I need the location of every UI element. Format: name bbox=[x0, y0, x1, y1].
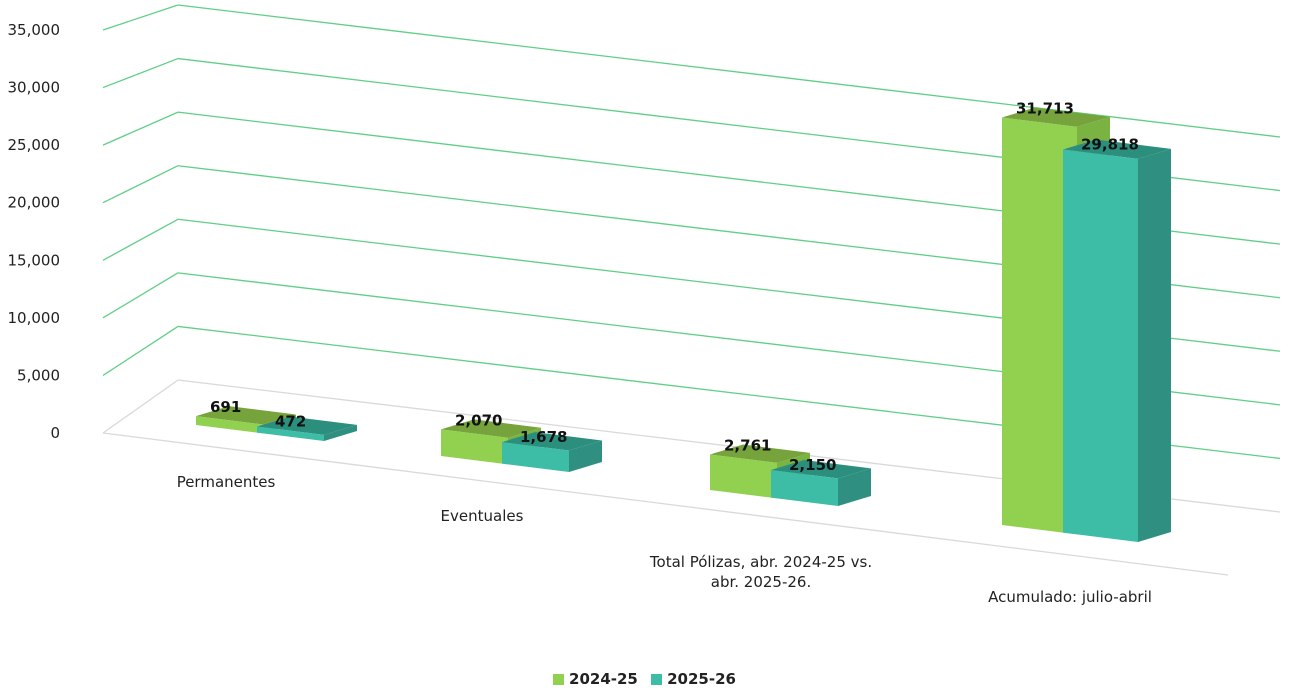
legend-swatch-2024-25 bbox=[553, 673, 565, 685]
bar-top-2025-26-1 bbox=[502, 432, 602, 451]
bar-top-2025-26-3 bbox=[1063, 139, 1171, 159]
gridline-depth-0 bbox=[102, 379, 179, 434]
gridline-depth-1 bbox=[102, 325, 179, 376]
bar-2024-25-3 bbox=[1002, 117, 1077, 535]
legend: 2024-25 2025-26 bbox=[0, 670, 1289, 689]
category-label: Eventuales bbox=[441, 507, 524, 525]
bar-top-2024-25-2 bbox=[710, 444, 810, 463]
bar-top-2025-26-0 bbox=[257, 416, 357, 435]
data-label: 2,150 bbox=[789, 456, 836, 474]
y-tick-label: 10,000 bbox=[8, 309, 61, 327]
category-label: Total Pólizas, abr. 2024-25 vs. bbox=[649, 553, 872, 571]
bar-side-2025-26-3 bbox=[1138, 148, 1171, 543]
gridline-7 bbox=[177, 4, 1281, 138]
data-label: 29,818 bbox=[1081, 135, 1139, 153]
gridline-depth-4 bbox=[102, 165, 179, 204]
y-tick-label: 5,000 bbox=[17, 366, 60, 384]
data-label: 2,761 bbox=[724, 437, 771, 455]
bar-top-2024-25-3 bbox=[1002, 107, 1110, 127]
y-tick-label: 35,000 bbox=[8, 21, 61, 39]
y-tick-label: 30,000 bbox=[8, 79, 61, 97]
legend-label-2024-25: 2024-25 bbox=[569, 670, 638, 688]
y-tick-label: 15,000 bbox=[8, 251, 61, 269]
legend-swatch-2025-26 bbox=[651, 673, 663, 685]
legend-item-2025-26: 2025-26 bbox=[651, 670, 736, 688]
bar-2025-26-3 bbox=[1063, 149, 1138, 543]
bar-2025-26-2 bbox=[771, 469, 838, 506]
bar-2025-26-1 bbox=[502, 442, 569, 472]
bar-2024-25-2 bbox=[710, 454, 777, 499]
category-label: Permanentes bbox=[177, 473, 276, 491]
y-tick-label: 20,000 bbox=[8, 194, 61, 212]
bar-2025-26-0 bbox=[257, 426, 324, 441]
y-tick-label: 25,000 bbox=[8, 136, 61, 154]
legend-label-2025-26: 2025-26 bbox=[667, 670, 736, 688]
bar-side-2025-26-0 bbox=[324, 424, 357, 441]
bar-2024-25-1 bbox=[441, 429, 508, 465]
legend-item-2024-25: 2024-25 bbox=[553, 670, 638, 688]
category-label: Acumulado: julio-abril bbox=[988, 588, 1152, 606]
floor-front-line bbox=[102, 432, 1229, 576]
data-label: 472 bbox=[275, 413, 306, 431]
bar-top-2025-26-2 bbox=[771, 459, 871, 479]
data-label: 31,713 bbox=[1016, 99, 1074, 117]
data-label: 691 bbox=[210, 398, 241, 416]
y-tick-label: 0 bbox=[50, 424, 60, 442]
gridline-depth-6 bbox=[102, 57, 179, 89]
bar-2024-25-0 bbox=[196, 416, 263, 434]
gridline-depth-3 bbox=[102, 218, 179, 261]
bar-top-2024-25-0 bbox=[196, 406, 296, 425]
gridline-depth-5 bbox=[102, 111, 179, 146]
bar-side-2025-26-2 bbox=[838, 468, 871, 506]
bar-side-2025-26-1 bbox=[569, 440, 602, 472]
category-label: abr. 2025-26. bbox=[711, 573, 811, 591]
gridline-depth-7 bbox=[102, 4, 179, 31]
gridline-depth-2 bbox=[102, 272, 179, 319]
data-label: 1,678 bbox=[520, 428, 567, 446]
data-label: 2,070 bbox=[455, 411, 502, 429]
bar-top-2024-25-1 bbox=[441, 419, 541, 438]
